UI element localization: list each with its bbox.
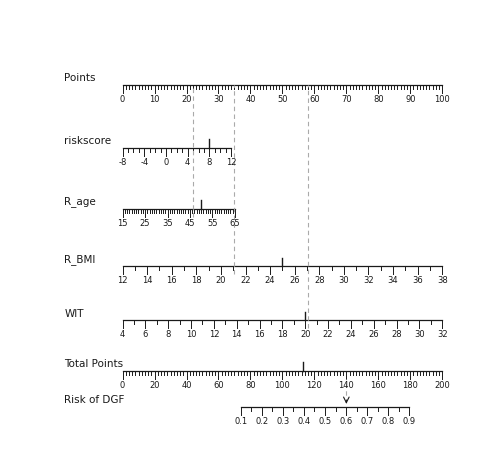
Text: 10: 10 <box>186 331 196 340</box>
Text: -8: -8 <box>118 158 127 167</box>
Text: 26: 26 <box>368 331 379 340</box>
Text: 100: 100 <box>434 95 450 104</box>
Text: 20: 20 <box>300 331 310 340</box>
Text: 8: 8 <box>166 331 171 340</box>
Text: 55: 55 <box>207 219 218 228</box>
Text: 28: 28 <box>314 276 324 285</box>
Text: 60: 60 <box>309 95 320 104</box>
Text: Total Points: Total Points <box>64 359 124 369</box>
Text: 30: 30 <box>213 95 224 104</box>
Text: 160: 160 <box>370 381 386 390</box>
Text: 12: 12 <box>118 276 128 285</box>
Text: 22: 22 <box>323 331 334 340</box>
Text: 0.1: 0.1 <box>234 417 247 426</box>
Text: 80: 80 <box>245 381 256 390</box>
Text: 40: 40 <box>245 95 256 104</box>
Text: 32: 32 <box>363 276 374 285</box>
Text: 0.5: 0.5 <box>318 417 332 426</box>
Text: 32: 32 <box>437 331 448 340</box>
Text: 200: 200 <box>434 381 450 390</box>
Text: 60: 60 <box>213 381 224 390</box>
Text: -4: -4 <box>140 158 148 167</box>
Text: 14: 14 <box>142 276 152 285</box>
Text: 38: 38 <box>437 276 448 285</box>
Text: R_age: R_age <box>64 196 96 207</box>
Text: 25: 25 <box>140 219 150 228</box>
Text: 16: 16 <box>166 276 177 285</box>
Text: 24: 24 <box>346 331 356 340</box>
Text: 0.7: 0.7 <box>360 417 374 426</box>
Text: 4: 4 <box>185 158 190 167</box>
Text: 18: 18 <box>277 331 287 340</box>
Text: 20: 20 <box>150 381 160 390</box>
Text: 0.2: 0.2 <box>256 417 268 426</box>
Text: 12: 12 <box>226 158 236 167</box>
Text: 0.8: 0.8 <box>382 417 395 426</box>
Text: 35: 35 <box>162 219 173 228</box>
Text: 45: 45 <box>184 219 195 228</box>
Text: riskscore: riskscore <box>64 136 112 146</box>
Text: 0: 0 <box>120 381 125 390</box>
Text: 28: 28 <box>392 331 402 340</box>
Text: 8: 8 <box>206 158 212 167</box>
Text: 4: 4 <box>120 331 125 340</box>
Text: 65: 65 <box>230 219 240 228</box>
Text: 34: 34 <box>388 276 398 285</box>
Text: 22: 22 <box>240 276 251 285</box>
Text: 10: 10 <box>150 95 160 104</box>
Text: 24: 24 <box>265 276 276 285</box>
Text: 16: 16 <box>254 331 265 340</box>
Text: 40: 40 <box>181 381 192 390</box>
Text: 140: 140 <box>338 381 354 390</box>
Text: 180: 180 <box>402 381 418 390</box>
Text: 70: 70 <box>341 95 351 104</box>
Text: 30: 30 <box>414 331 424 340</box>
Text: 120: 120 <box>306 381 322 390</box>
Text: 36: 36 <box>412 276 423 285</box>
Text: WIT: WIT <box>64 309 84 318</box>
Text: 0.9: 0.9 <box>403 417 416 426</box>
Text: 20: 20 <box>181 95 192 104</box>
Text: 6: 6 <box>142 331 148 340</box>
Text: 20: 20 <box>216 276 226 285</box>
Text: 0: 0 <box>164 158 168 167</box>
Text: 30: 30 <box>338 276 349 285</box>
Text: 18: 18 <box>191 276 202 285</box>
Text: Points: Points <box>64 73 96 83</box>
Text: R_BMI: R_BMI <box>64 254 96 265</box>
Text: 90: 90 <box>405 95 415 104</box>
Text: 50: 50 <box>277 95 287 104</box>
Text: 26: 26 <box>290 276 300 285</box>
Text: 15: 15 <box>118 219 128 228</box>
Text: 100: 100 <box>274 381 290 390</box>
Text: 0.3: 0.3 <box>276 417 289 426</box>
Text: 0.4: 0.4 <box>298 417 310 426</box>
Text: Risk of DGF: Risk of DGF <box>64 395 125 405</box>
Text: 0.6: 0.6 <box>340 417 352 426</box>
Text: 0: 0 <box>120 95 125 104</box>
Text: 14: 14 <box>232 331 242 340</box>
Text: 12: 12 <box>208 331 219 340</box>
Text: 80: 80 <box>373 95 384 104</box>
